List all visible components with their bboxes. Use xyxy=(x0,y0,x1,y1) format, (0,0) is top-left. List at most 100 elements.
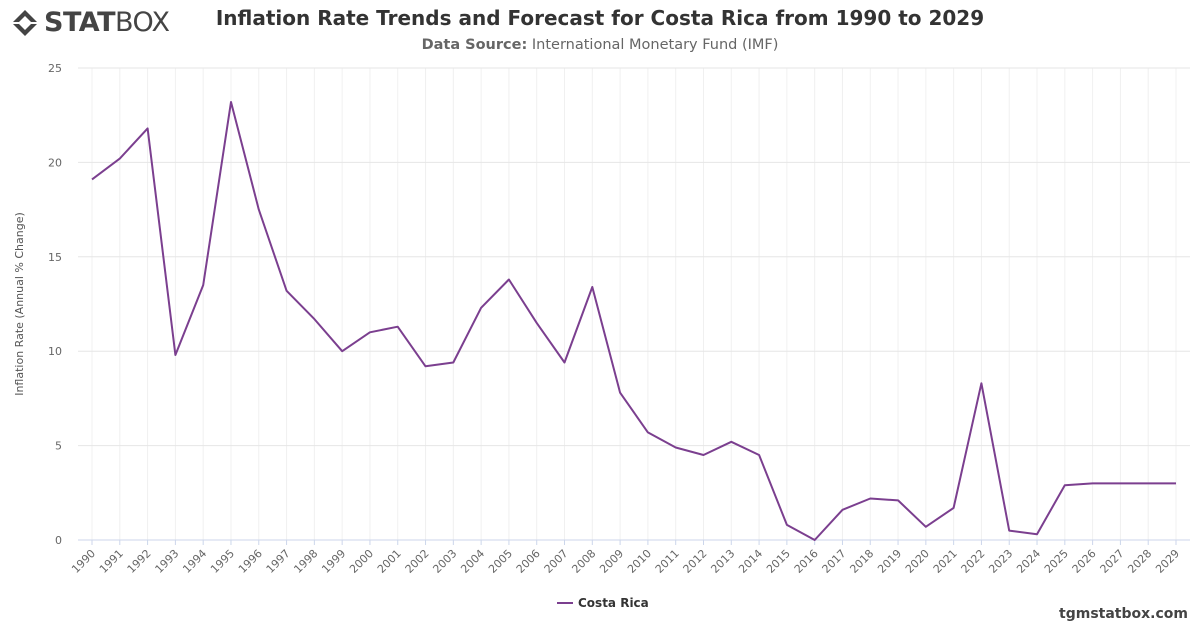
data-point[interactable] xyxy=(562,360,566,364)
data-point[interactable] xyxy=(535,321,539,325)
data-point[interactable] xyxy=(646,430,650,434)
x-tick-label: 2006 xyxy=(514,547,543,576)
series-layer xyxy=(90,100,1178,542)
x-tick-label: 1995 xyxy=(208,547,237,576)
x-tick-label: 2018 xyxy=(847,547,876,576)
x-tick-label: 1996 xyxy=(236,547,265,576)
data-point[interactable] xyxy=(145,126,149,130)
data-point[interactable] xyxy=(1090,481,1094,485)
x-tick-label: 2029 xyxy=(1153,547,1182,576)
data-point[interactable] xyxy=(812,538,816,542)
data-point[interactable] xyxy=(284,289,288,293)
data-point[interactable] xyxy=(896,498,900,502)
data-point[interactable] xyxy=(90,177,94,181)
data-point[interactable] xyxy=(757,453,761,457)
x-tick-label: 2025 xyxy=(1042,547,1071,576)
globe-logo-icon xyxy=(12,10,38,36)
data-point[interactable] xyxy=(479,306,483,310)
x-tick-label: 2000 xyxy=(347,547,376,576)
data-point[interactable] xyxy=(1035,532,1039,536)
chart-subtitle: Data Source: International Monetary Fund… xyxy=(0,37,1200,53)
x-tick-label: 1999 xyxy=(319,547,348,576)
y-tick-label: 20 xyxy=(48,156,62,169)
x-tick-label: 2027 xyxy=(1098,547,1127,576)
data-point[interactable] xyxy=(979,381,983,385)
x-tick-label: 2020 xyxy=(903,547,932,576)
logo-text-bold: STAT xyxy=(44,7,115,38)
x-tick-label: 1997 xyxy=(264,547,293,576)
x-tick-label: 2004 xyxy=(458,547,487,576)
x-tick-label: 2010 xyxy=(625,547,654,576)
x-tick-label: 2013 xyxy=(708,547,737,576)
x-tick-label: 1990 xyxy=(69,547,98,576)
x-tick-label: 2022 xyxy=(959,547,988,576)
data-point[interactable] xyxy=(590,285,594,289)
data-point[interactable] xyxy=(618,391,622,395)
data-point[interactable] xyxy=(507,277,511,281)
data-point[interactable] xyxy=(257,207,261,211)
x-tick-label: 2001 xyxy=(375,547,404,576)
x-tick-label: 2028 xyxy=(1125,547,1154,576)
x-tick-label: 2003 xyxy=(430,547,459,576)
data-point[interactable] xyxy=(673,445,677,449)
chart-title: Inflation Rate Trends and Forecast for C… xyxy=(215,6,985,30)
grid-layer xyxy=(78,67,1190,541)
y-tick-label: 10 xyxy=(48,345,62,358)
logo-text: STATBOX xyxy=(44,8,170,38)
data-point[interactable] xyxy=(340,349,344,353)
legend-label: Costa Rica xyxy=(578,596,649,610)
data-point[interactable] xyxy=(1063,483,1067,487)
x-tick-label: 1993 xyxy=(153,547,182,576)
x-tick-label: 2012 xyxy=(681,547,710,576)
x-tick-label: 2023 xyxy=(986,547,1015,576)
x-tick-label: 2007 xyxy=(542,547,571,576)
data-point[interactable] xyxy=(451,360,455,364)
data-point[interactable] xyxy=(1174,481,1178,485)
x-tick-label: 1992 xyxy=(125,547,154,576)
data-point[interactable] xyxy=(312,317,316,321)
x-tick-label: 1991 xyxy=(97,547,126,576)
y-axis: 0 5 10 15 20 25 xyxy=(48,62,62,547)
data-point[interactable] xyxy=(868,496,872,500)
data-point[interactable] xyxy=(201,283,205,287)
x-tick-label: 2016 xyxy=(792,547,821,576)
statbox-logo: STATBOX xyxy=(10,8,170,38)
data-point[interactable] xyxy=(368,330,372,334)
x-tick-label: 2019 xyxy=(875,547,904,576)
data-point[interactable] xyxy=(1146,481,1150,485)
x-tick-label: 2002 xyxy=(403,547,432,576)
y-axis-title: Inflation Rate (Annual % Change) xyxy=(13,212,26,396)
x-tick-label: 2014 xyxy=(736,547,765,576)
y-tick-label: 5 xyxy=(55,440,62,453)
logo-text-light: BOX xyxy=(114,7,170,38)
data-point[interactable] xyxy=(1007,528,1011,532)
source-value: International Monetary Fund (IMF) xyxy=(531,37,779,53)
y-tick-label: 0 xyxy=(55,534,62,547)
data-point[interactable] xyxy=(924,525,928,529)
data-point[interactable] xyxy=(951,506,955,510)
data-point[interactable] xyxy=(785,523,789,527)
x-tick-label: 2011 xyxy=(653,547,682,576)
data-point[interactable] xyxy=(729,440,733,444)
data-point[interactable] xyxy=(423,364,427,368)
data-point[interactable] xyxy=(840,508,844,512)
data-point[interactable] xyxy=(229,100,233,104)
data-point[interactable] xyxy=(1118,481,1122,485)
data-point[interactable] xyxy=(396,324,400,328)
x-tick-label: 2009 xyxy=(597,547,626,576)
data-point[interactable] xyxy=(118,156,122,160)
x-tick-label: 2017 xyxy=(820,547,849,576)
x-tick-label: 2008 xyxy=(569,547,598,576)
data-point[interactable] xyxy=(173,353,177,357)
data-point[interactable] xyxy=(701,453,705,457)
x-axis: 1990199119921993199419951996199719981999… xyxy=(69,539,1190,576)
legend[interactable]: Costa Rica xyxy=(557,596,649,610)
x-tick-label: 1998 xyxy=(291,547,320,576)
x-tick-label: 2015 xyxy=(764,547,793,576)
y-tick-label: 15 xyxy=(48,251,62,264)
series-line[interactable] xyxy=(91,101,1176,541)
x-tick-label: 1994 xyxy=(180,547,209,576)
watermark: tgmstatbox.com xyxy=(1059,606,1188,622)
y-tick-label: 25 xyxy=(48,62,62,75)
